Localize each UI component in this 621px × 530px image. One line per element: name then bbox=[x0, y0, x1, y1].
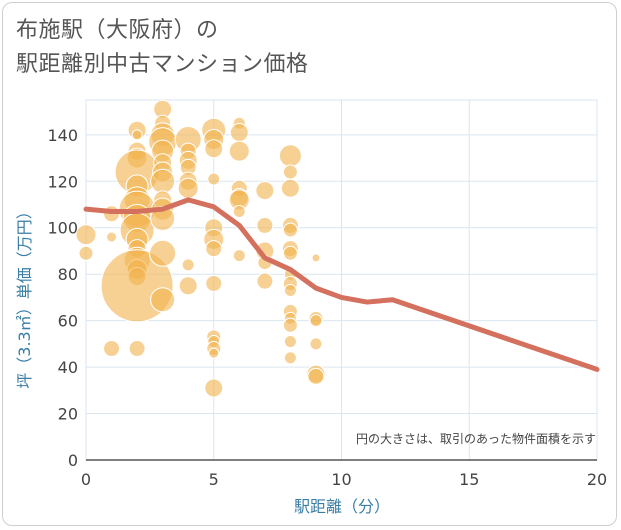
bubble-point bbox=[232, 249, 246, 263]
tick-labels: 0 5 10 15 20 0 20 40 60 80 100 120 140 bbox=[47, 126, 607, 489]
bubble-point bbox=[309, 314, 323, 328]
chart-title: 布施駅（大阪府）の 駅距離別中古マンション価格 bbox=[16, 14, 309, 82]
x-tick-label: 5 bbox=[209, 470, 219, 489]
bubble-point bbox=[282, 222, 298, 238]
bubble-point bbox=[178, 276, 198, 296]
bubble-point bbox=[228, 140, 250, 162]
bubble-point bbox=[309, 337, 323, 351]
y-tick-label: 0 bbox=[68, 451, 78, 470]
bubble-point bbox=[103, 340, 121, 358]
bubble-point bbox=[229, 123, 249, 143]
bubble-point bbox=[150, 287, 176, 313]
bubble-point bbox=[205, 240, 223, 258]
bubble-point bbox=[283, 335, 297, 349]
bubble-point bbox=[78, 245, 94, 261]
bubble-point bbox=[283, 283, 297, 297]
chart-title-line-2: 駅距離別中古マンション価格 bbox=[16, 52, 309, 77]
y-tick-label: 120 bbox=[47, 172, 78, 191]
bubble-point bbox=[204, 139, 224, 159]
bubble-point bbox=[307, 367, 325, 385]
bubble-series bbox=[75, 99, 326, 398]
bubble-point bbox=[149, 239, 177, 267]
bubble-point bbox=[232, 204, 246, 218]
bubble-point bbox=[207, 172, 221, 186]
bubble-point bbox=[256, 272, 274, 290]
x-tick-label: 15 bbox=[459, 470, 479, 489]
bubble-point bbox=[283, 351, 297, 365]
bubble-point bbox=[282, 317, 298, 333]
average-price-line bbox=[83, 197, 600, 372]
bubble-point bbox=[205, 274, 223, 292]
bubble-point bbox=[282, 164, 298, 180]
bubble-point bbox=[208, 347, 220, 359]
x-tick-label: 0 bbox=[81, 470, 91, 489]
y-axis-label: 坪（3.3㎡）単価（万円） bbox=[15, 203, 34, 388]
bubble-point bbox=[128, 340, 146, 358]
bubble-point bbox=[280, 178, 300, 198]
bubble-point bbox=[204, 378, 224, 398]
bubble-point bbox=[150, 168, 176, 194]
y-tick-label: 60 bbox=[58, 312, 78, 331]
y-tick-label: 80 bbox=[58, 265, 78, 284]
chart-card bbox=[2, 2, 617, 526]
x-axis-label: 駅距離（分） bbox=[294, 497, 390, 516]
bubble-point bbox=[181, 258, 195, 272]
y-tick-label: 20 bbox=[58, 405, 78, 424]
bubble-point bbox=[106, 231, 118, 243]
bubble-point bbox=[256, 216, 274, 234]
bubble-size-note: 円の大きさは、取引のあった物件面積を示す bbox=[356, 431, 596, 446]
x-tick-label: 10 bbox=[331, 470, 351, 489]
y-tick-label: 100 bbox=[47, 219, 78, 238]
bubble-point bbox=[177, 177, 199, 199]
y-tick-label: 140 bbox=[47, 126, 78, 145]
bubble-point bbox=[255, 181, 275, 201]
bubble-point bbox=[278, 144, 302, 168]
bubble-point bbox=[131, 129, 143, 141]
x-tick-label: 20 bbox=[587, 470, 607, 489]
chart-title-line-1: 布施駅（大阪府）の bbox=[16, 18, 219, 43]
bubble-point bbox=[75, 224, 97, 246]
average-line-series bbox=[83, 197, 600, 372]
bubble-point bbox=[311, 253, 321, 263]
y-tick-label: 40 bbox=[58, 358, 78, 377]
bubble-point bbox=[150, 205, 176, 231]
bubble-point bbox=[282, 245, 298, 261]
